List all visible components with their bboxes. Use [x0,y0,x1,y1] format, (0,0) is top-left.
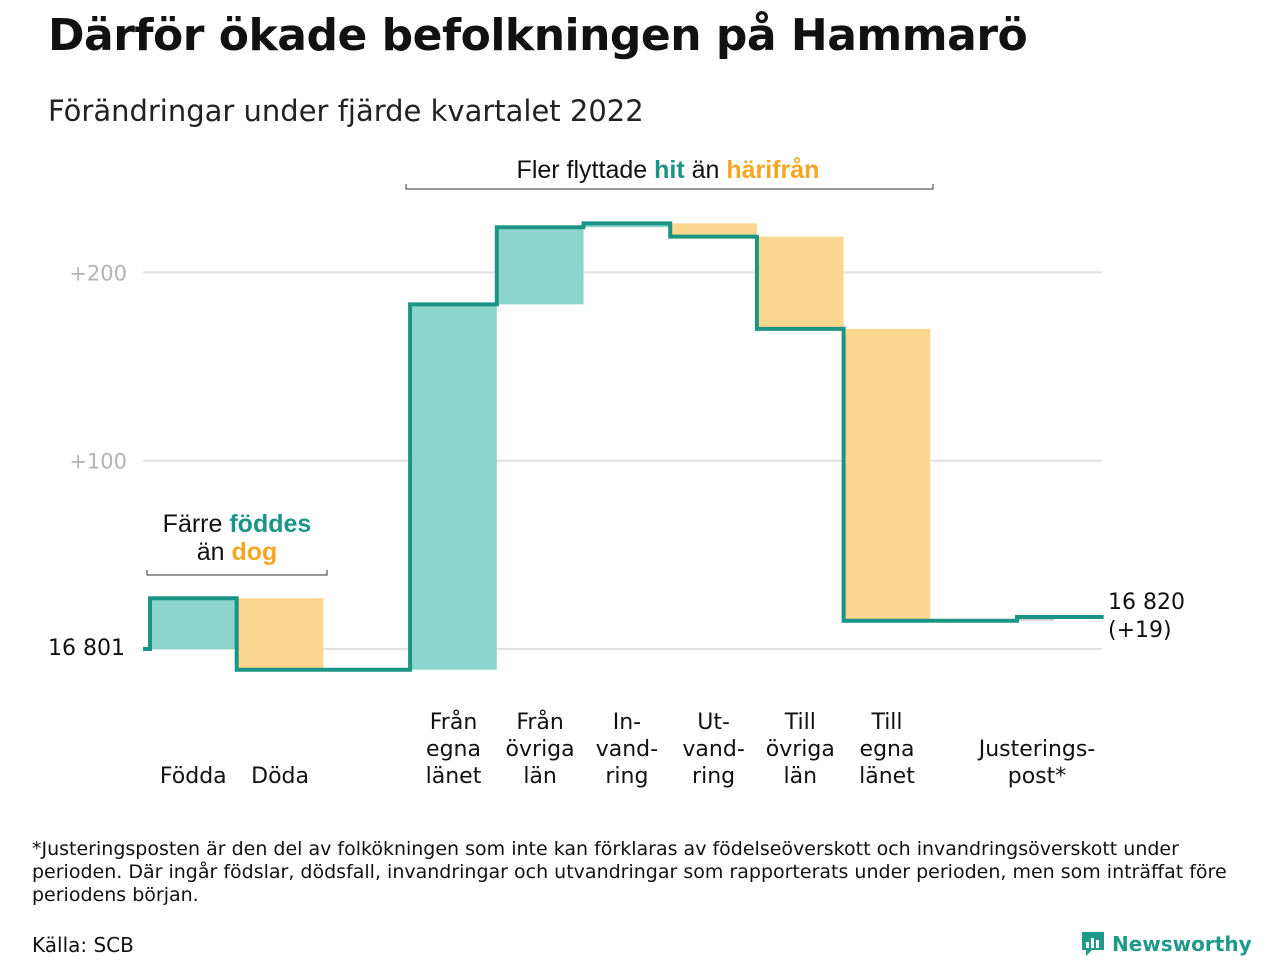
y-tick-label: +100 [69,450,127,474]
births-deaths-annotation-line2: än dog [197,538,278,566]
footnote: *Justeringsposten är den del av folkökni… [32,838,1227,906]
grid-layer: +100 +200 [69,261,1102,650]
births-deaths-annotation-line1: Färre föddes [163,510,312,538]
end-change-label: (+19) [1108,618,1172,643]
label-layer: Födda Döda Från egna länet Från övriga län In-va… [160,709,1095,789]
start-value-label: 16 801 [48,636,125,661]
category-label: Döda [251,764,309,789]
brand-logo[interactable]: Newsworthy [1080,928,1252,960]
bar-layer [150,223,1054,670]
category-label: Från egna länet [426,709,482,789]
brand-name: Newsworthy [1112,932,1252,956]
waterfall-bar [843,328,931,621]
waterfall-chart: +100 +200 Födda Döda Från egna länet Från övrig… [48,156,1185,789]
migration-annotation: Fler flyttade hit än härifrån [405,156,934,190]
y-tick-label: +200 [69,261,127,285]
waterfall-bar [410,304,497,670]
migration-bracket [405,184,934,190]
category-label: Justerings-post* [977,737,1096,789]
waterfall-bar [496,227,584,305]
line-layer [143,221,1104,672]
chart-subtitle: Förändringar under fjärde kvartalet 2022 [48,94,644,128]
category-label: Till övriga län [766,710,835,789]
source-label: Källa: SCB [32,933,134,957]
births-deaths-bracket [146,570,328,576]
births-deaths-annotation: Färre föddes än dog [146,510,328,576]
population-step-line [143,221,1104,672]
category-label: Födda [160,764,227,789]
category-label: Till egna länet [859,710,915,789]
waterfall-bar [670,223,757,237]
waterfall-bar [236,598,324,670]
category-label: Ut-vand-ring [682,710,744,789]
newsworthy-logo-icon [1082,932,1104,956]
waterfall-bar [756,236,844,329]
end-value-label: 16 820 [1108,590,1185,615]
migration-annotation-text: Fler flyttade hit än härifrån [517,156,820,184]
category-label: Från övriga län [506,709,575,789]
waterfall-bar [150,598,237,649]
category-label: In-vand-ring [596,710,658,789]
chart-title: Därför ökade befolkningen på Hammarö [48,10,1028,61]
